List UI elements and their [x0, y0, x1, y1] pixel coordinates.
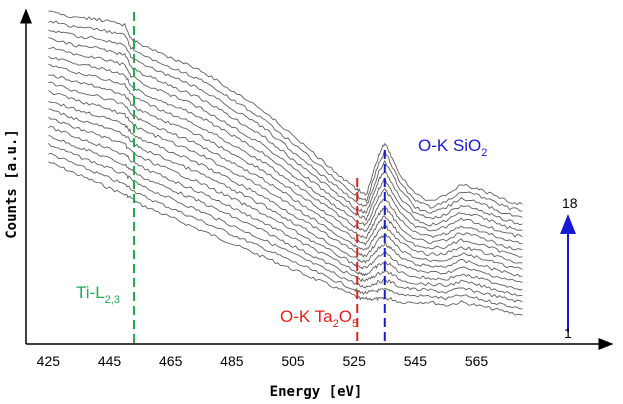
spectrum-line-11 — [48, 74, 523, 251]
o-k-ta-subscript-2: 2 — [333, 318, 339, 330]
x-tick-label: 485 — [220, 353, 244, 369]
o-k-ta-o-text: O — [339, 307, 352, 326]
spectrum-line-14 — [48, 46, 523, 231]
spectrum-line-2 — [48, 152, 523, 310]
spectrum-line-7 — [48, 108, 523, 277]
spectrum-line-17 — [48, 20, 523, 212]
o-k-ta2o5-annotation: O-K Ta2O5 — [280, 307, 358, 330]
o-k-ta-subscript-5: 5 — [352, 318, 358, 330]
spectrum-line-4 — [48, 135, 523, 297]
x-tick-label: 545 — [404, 353, 428, 369]
spectra-group — [48, 10, 523, 316]
x-tick-label: 565 — [465, 353, 489, 369]
ti-l-text: Ti-L — [76, 283, 105, 302]
x-axis-label: Energy [eV] — [270, 384, 363, 400]
x-tick-labels: 425 445 465 485 505 525 545 565 — [37, 353, 489, 369]
ti-l23-annotation: Ti-L2,3 — [76, 283, 120, 306]
ti-l-subscript: 2,3 — [105, 294, 120, 306]
x-tick-label: 445 — [98, 353, 122, 369]
x-tick-label: 465 — [159, 353, 183, 369]
spectrum-line-12 — [48, 63, 523, 245]
o-k-sio-text: O-K SiO — [418, 136, 481, 155]
spectrum-line-16 — [48, 29, 523, 218]
spectrum-line-10 — [48, 81, 523, 258]
spectrum-line-15 — [48, 37, 523, 226]
x-tick-label: 525 — [343, 353, 367, 369]
annotation-lines — [132, 12, 386, 344]
series-end-label: 18 — [562, 195, 578, 211]
spectrum-line-1 — [48, 161, 523, 316]
x-tick-label: 425 — [37, 353, 61, 369]
series-start-label: 1 — [564, 325, 572, 341]
o-k-sio-subscript: 2 — [481, 147, 487, 159]
o-k-ta-text: O-K Ta — [280, 307, 333, 326]
spectrum-line-5 — [48, 125, 523, 291]
spectrum-line-6 — [48, 116, 523, 284]
spectrum-line-18 — [48, 10, 523, 206]
x-tick-label: 505 — [281, 353, 305, 369]
y-axis-label: Counts [a.u.] — [4, 129, 20, 239]
o-k-sio2-annotation: O-K SiO2 — [418, 136, 487, 159]
spectrum-line-9 — [48, 90, 523, 264]
spectrum-line-3 — [48, 143, 523, 303]
spectrum-line-8 — [48, 100, 523, 270]
spectrum-line-13 — [48, 55, 523, 238]
